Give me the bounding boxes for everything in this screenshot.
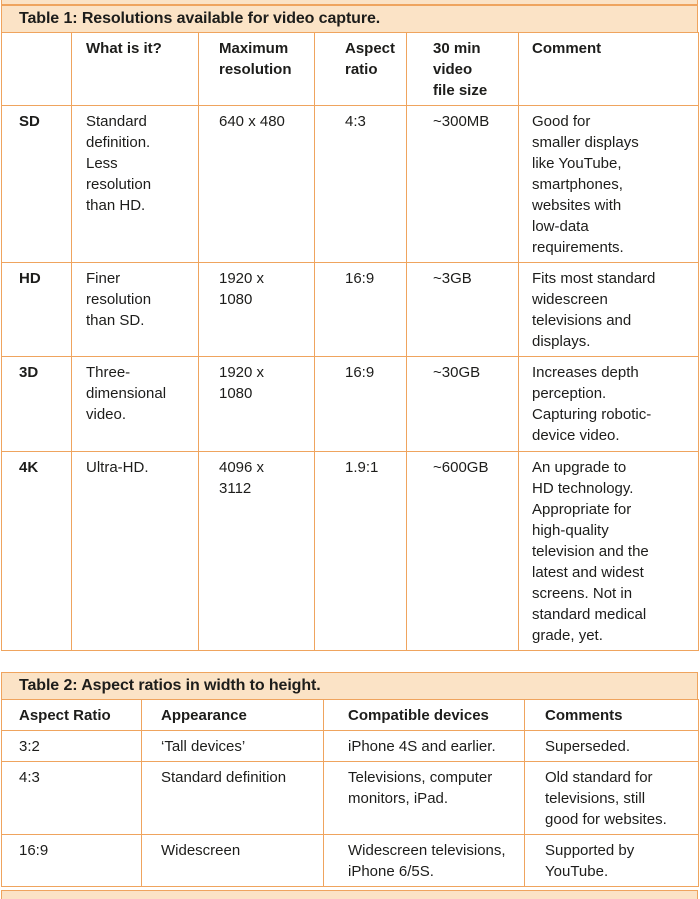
cell-filesize: ~300MB xyxy=(406,105,519,263)
cell-resolution: 1920 x 1080 xyxy=(198,356,315,452)
cell-what: Finer resolution than SD. xyxy=(71,262,199,357)
table1-header-comment: Comment xyxy=(518,32,699,106)
cell-filesize: ~600GB xyxy=(406,451,519,651)
table1-resolutions: What is it? Maximum resolution Aspect ra… xyxy=(1,32,699,651)
row-label: 3D xyxy=(1,356,72,452)
cell-what: Standard definition. Less resolution tha… xyxy=(71,105,199,263)
table1-header-row: What is it? Maximum resolution Aspect ra… xyxy=(1,32,699,106)
cell-ratio: 16:9 xyxy=(1,834,142,887)
table2-header-appearance: Appearance xyxy=(141,699,324,731)
cell-what: Three- dimensional video. xyxy=(71,356,199,452)
cell-resolution: 640 x 480 xyxy=(198,105,315,263)
cell-comment: Fits most standard widescreen television… xyxy=(518,262,699,357)
table2-title: Table 2: Aspect ratios in width to heigh… xyxy=(19,677,321,694)
table1-header-resolution: Maximum resolution xyxy=(198,32,315,106)
table2-aspect-ratios: Aspect Ratio Appearance Compatible devic… xyxy=(1,699,699,887)
row-label: SD xyxy=(1,105,72,263)
cell-filesize: ~30GB xyxy=(406,356,519,452)
cell-devices: Widescreen televisions, iPhone 6/5S. xyxy=(323,834,525,887)
row-label: HD xyxy=(1,262,72,357)
table2-row-169: 16:9 Widescreen Widescreen televisions, … xyxy=(1,834,699,887)
cell-comments: Supported by YouTube. xyxy=(524,834,699,887)
cell-ratio: 3:2 xyxy=(1,730,142,762)
top-band-sliver xyxy=(1,0,698,5)
cell-filesize: ~3GB xyxy=(406,262,519,357)
table1-header-filesize: 30 min video file size xyxy=(406,32,519,106)
cell-comments: Old standard for televisions, still good… xyxy=(524,761,699,835)
cell-aspect: 4:3 xyxy=(314,105,407,263)
table1-header-what: What is it? xyxy=(71,32,199,106)
table2-header-comments: Comments xyxy=(524,699,699,731)
cell-what: Ultra-HD. xyxy=(71,451,199,651)
cell-appearance: Widescreen xyxy=(141,834,324,887)
cell-devices: iPhone 4S and earlier. xyxy=(323,730,525,762)
table2-header-devices: Compatible devices xyxy=(323,699,525,731)
table1-row-3d: 3D Three- dimensional video. 1920 x 1080… xyxy=(1,356,699,452)
cell-appearance: ‘Tall devices’ xyxy=(141,730,324,762)
table2-row-32: 3:2 ‘Tall devices’ iPhone 4S and earlier… xyxy=(1,730,699,762)
tables-gap xyxy=(1,651,698,672)
cell-aspect: 16:9 xyxy=(314,356,407,452)
table1-title-band: Table 1: Resolutions available for video… xyxy=(1,5,698,32)
table2-row-43: 4:3 Standard definition Televisions, com… xyxy=(1,761,699,835)
table2-title-band: Table 2: Aspect ratios in width to heigh… xyxy=(1,672,698,699)
cell-comment: Increases depth perception. Capturing ro… xyxy=(518,356,699,452)
cell-resolution: 1920 x 1080 xyxy=(198,262,315,357)
table1-row-hd: HD Finer resolution than SD. 1920 x 1080… xyxy=(1,262,699,357)
cell-ratio: 4:3 xyxy=(1,761,142,835)
cell-comment: An upgrade to HD technology. Appropriate… xyxy=(518,451,699,651)
cell-aspect: 16:9 xyxy=(314,262,407,357)
table1-row-sd: SD Standard definition. Less resolution … xyxy=(1,105,699,263)
cell-devices: Televisions, computer monitors, iPad. xyxy=(323,761,525,835)
cell-comments: Superseded. xyxy=(524,730,699,762)
table1-row-4k: 4K Ultra-HD. 4096 x 3112 1.9:1 ~600GB An… xyxy=(1,451,699,651)
table2-header-ratio: Aspect Ratio xyxy=(1,699,142,731)
table1-title: Table 1: Resolutions available for video… xyxy=(19,10,381,27)
row-label: 4K xyxy=(1,451,72,651)
cell-appearance: Standard definition xyxy=(141,761,324,835)
cell-resolution: 4096 x 3112 xyxy=(198,451,315,651)
cell-aspect: 1.9:1 xyxy=(314,451,407,651)
table2-header-row: Aspect Ratio Appearance Compatible devic… xyxy=(1,699,699,731)
table1-header-blank xyxy=(1,32,72,106)
table1-header-aspect: Aspect ratio xyxy=(314,32,407,106)
cell-comment: Good for smaller displays like YouTube, … xyxy=(518,105,699,263)
